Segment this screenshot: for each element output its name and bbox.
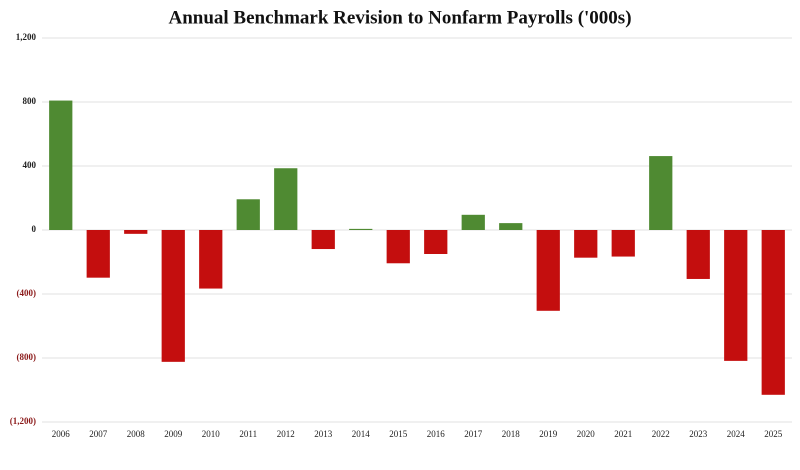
x-tick-label: 2007 xyxy=(89,429,108,439)
bar xyxy=(86,230,110,278)
bar xyxy=(461,214,485,230)
bar xyxy=(236,199,260,230)
x-tick-label: 2012 xyxy=(277,429,295,439)
y-tick-label: 400 xyxy=(23,160,37,170)
bar xyxy=(311,230,335,250)
x-tick-label: 2016 xyxy=(427,429,446,439)
chart-title: Annual Benchmark Revision to Nonfarm Pay… xyxy=(168,7,631,28)
x-tick-label: 2013 xyxy=(314,429,333,439)
bar xyxy=(499,223,523,230)
y-tick-label: 1,200 xyxy=(16,32,37,42)
x-tick-label: 2019 xyxy=(539,429,558,439)
bar xyxy=(274,168,298,230)
x-tick-label: 2015 xyxy=(389,429,408,439)
x-tick-label: 2010 xyxy=(202,429,221,439)
bar xyxy=(424,230,448,254)
bar xyxy=(724,230,748,361)
bar xyxy=(124,230,148,234)
x-tick-label: 2014 xyxy=(352,429,371,439)
x-tick-label: 2024 xyxy=(727,429,746,439)
bar xyxy=(199,230,223,289)
x-tick-label: 2020 xyxy=(577,429,596,439)
x-tick-label: 2023 xyxy=(689,429,708,439)
x-tick-label: 2006 xyxy=(52,429,71,439)
y-tick-label: 800 xyxy=(23,96,37,106)
bar xyxy=(686,230,710,279)
bar xyxy=(761,230,785,395)
bar xyxy=(386,230,410,264)
x-tick-label: 2011 xyxy=(239,429,257,439)
y-tick-label: (400) xyxy=(17,288,37,298)
x-tick-label: 2008 xyxy=(127,429,146,439)
x-tick-label: 2017 xyxy=(464,429,483,439)
bar xyxy=(49,100,73,230)
bar xyxy=(536,230,560,311)
y-tick-label: (1,200) xyxy=(10,416,36,426)
x-tick-label: 2009 xyxy=(164,429,183,439)
bar xyxy=(649,156,673,230)
x-tick-label: 2021 xyxy=(614,429,632,439)
x-tick-label: 2018 xyxy=(502,429,521,439)
x-tick-label: 2025 xyxy=(764,429,783,439)
bar xyxy=(161,230,185,362)
y-tick-label: (800) xyxy=(17,352,37,362)
bar xyxy=(611,230,635,257)
x-tick-label: 2022 xyxy=(652,429,670,439)
bar xyxy=(574,230,598,258)
bar xyxy=(349,228,373,230)
y-tick-label: 0 xyxy=(32,224,37,234)
